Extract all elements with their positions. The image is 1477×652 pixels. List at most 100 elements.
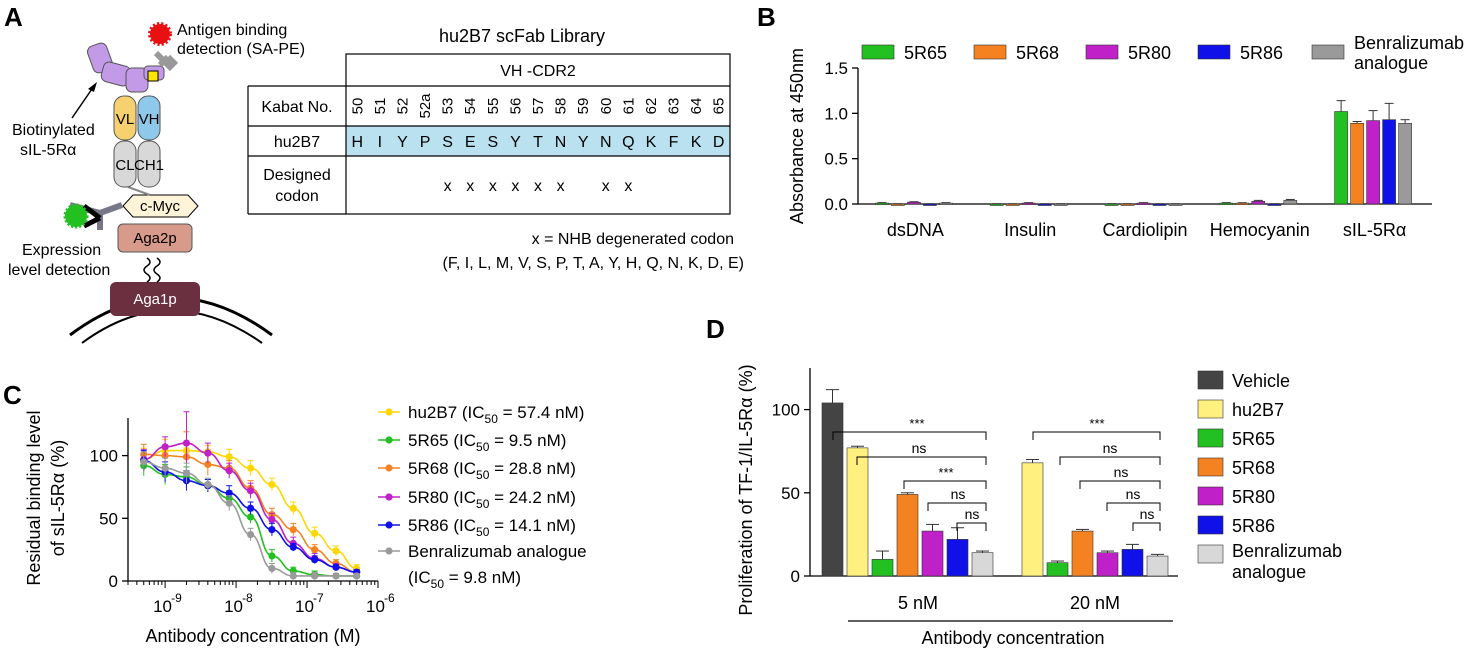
designed-codon-mark: x (511, 178, 519, 195)
row-label-sequence: hu2B7 (274, 134, 320, 151)
streptavidin-icon (153, 50, 179, 72)
sequence-row-bg (346, 126, 730, 156)
legend-label: 5R86 (1232, 516, 1275, 536)
legend-swatch (1197, 428, 1224, 448)
kabat-number: 54 (462, 98, 479, 115)
panel-label-a: A (4, 2, 23, 32)
bar (1136, 202, 1151, 205)
table-grid (247, 53, 731, 215)
bar (921, 530, 944, 577)
data-point (268, 480, 276, 489)
vh-label: VH (139, 111, 160, 128)
category-label: sIL-5Rα (1343, 220, 1406, 240)
designed-codon-mark: x (444, 178, 452, 195)
disulfide-bond-2 (153, 257, 161, 283)
data-point (182, 439, 191, 447)
designed-codon-mark: x (602, 178, 610, 195)
arrow-line (71, 85, 95, 119)
legend-swatch (861, 44, 895, 60)
significance-label: *** (909, 416, 924, 431)
data-point (353, 572, 361, 580)
data-point (289, 543, 297, 551)
table-footnote-1: x = NHB degenerated codon (532, 231, 734, 248)
bar (1350, 123, 1364, 205)
bar (1334, 111, 1348, 205)
significance-bracket (1132, 522, 1161, 531)
designed-codon-mark: x (466, 178, 474, 195)
disulfide-bond-1 (143, 257, 151, 283)
significance-label: ns (965, 506, 980, 522)
bar (871, 559, 894, 577)
data-point (289, 504, 297, 512)
kabat-number: 64 (688, 98, 705, 115)
pe-fluor-icon (148, 22, 172, 46)
residue-cell: N (555, 134, 567, 151)
data-point (204, 449, 212, 457)
table-region: VH -CDR2 (500, 63, 576, 80)
legend-label: 5R65 (1232, 429, 1275, 449)
bar (1071, 530, 1094, 577)
bar (1382, 119, 1396, 205)
yeast-display-schematic: Aga1p Aga2p c-Myc CL CH1 VL VH (8, 22, 305, 344)
legend-label: 5R80 (1128, 43, 1171, 63)
biotin-icon (147, 70, 159, 82)
expression-label-1: Expression (22, 242, 101, 259)
vl-domain (113, 95, 137, 141)
legend-label: 5R80 (IC50 = 24.2 nM) (408, 488, 576, 511)
bar (1251, 200, 1266, 205)
data-point (246, 487, 255, 495)
arrow-head-icon (88, 82, 97, 92)
kabat-number: 51 (372, 98, 389, 115)
legend-label: 5R65 (904, 43, 947, 63)
bar (846, 447, 869, 577)
bar (1096, 552, 1119, 577)
bar (1219, 202, 1234, 205)
data-point (268, 525, 276, 534)
legend-swatch (1197, 44, 1231, 60)
significance-bracket (1106, 502, 1161, 511)
category-label: dsDNA (887, 220, 944, 240)
cl-label: CL (115, 157, 134, 174)
sil5ra-antigen (87, 42, 165, 93)
panel-label-b: B (757, 2, 776, 32)
category-label: Insulin (1004, 220, 1056, 240)
cmyc-tag (122, 194, 199, 218)
significance-bracket (927, 502, 987, 511)
data-point (268, 564, 276, 573)
data-point (246, 513, 255, 521)
y-tick-label: 1.5 (824, 59, 848, 78)
kabat-number: 62 (643, 98, 660, 115)
bar (907, 201, 921, 205)
category-label: 5 nM (898, 593, 938, 613)
kabat-number: 53 (440, 98, 457, 115)
aga1p-box (110, 282, 200, 316)
x-axis-label: Antibody concentration (921, 628, 1104, 648)
data-point (140, 458, 148, 466)
cl-domain (113, 140, 137, 188)
linker (127, 186, 151, 196)
y-tick-label: 50 (781, 484, 800, 503)
legend-label: 5R65 (IC50 = 9.5 nM) (408, 431, 566, 454)
significance-bracket (1032, 431, 1161, 440)
legend-swatch (1197, 486, 1224, 506)
significance-bracket (903, 480, 987, 489)
data-point (246, 531, 255, 539)
legend-label: 5R68 (1016, 43, 1059, 63)
legend-label: Vehicle (1232, 371, 1290, 391)
legend-swatch (1311, 44, 1345, 60)
data-point (311, 546, 319, 554)
panel-d-chart: 0 50 100 Proliferation of TF-1/IL-5Rα (%) 5 … (736, 364, 1342, 648)
data-point (311, 572, 319, 580)
significance-label: ns (912, 440, 927, 456)
designed-codon-mark: x (624, 178, 632, 195)
row-label-designed-1: Designed (263, 167, 331, 184)
y-axis-label-2: of sIL-5Rα (%) (48, 440, 68, 556)
legend-marker (385, 464, 393, 472)
data-point (161, 443, 169, 451)
residue-cell: S (442, 134, 453, 151)
bar (1021, 462, 1044, 577)
kabat-number: 65 (711, 98, 728, 115)
legend-swatch (1085, 44, 1119, 60)
bar (946, 539, 969, 577)
